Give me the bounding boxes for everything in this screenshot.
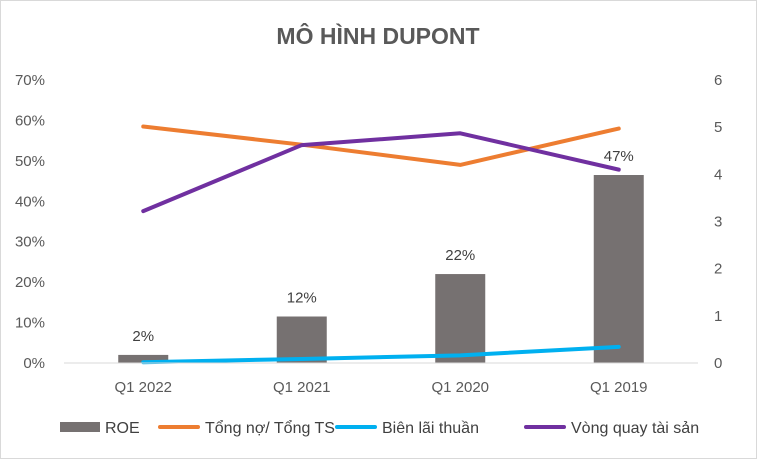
right-axis: 0 1 2 3 4 5 6 (714, 72, 722, 372)
left-tick-label: 50% (15, 153, 45, 170)
roe-bar (593, 175, 644, 363)
roe-data-label: 12% (287, 290, 317, 307)
legend-label: Tổng nợ/ Tổng TS (205, 419, 335, 437)
x-axis: Q1 2022 Q1 2021 Q1 2020 Q1 2019 (114, 379, 647, 396)
left-tick-label: 70% (15, 72, 45, 89)
left-tick-label: 60% (15, 112, 45, 129)
roe-data-label: 2% (132, 328, 154, 345)
roe-data-label: 22% (445, 247, 475, 264)
legend-label: Biên lãi thuần (382, 420, 479, 437)
series-line (141, 344, 621, 365)
category-label: Q1 2020 (431, 379, 489, 396)
left-tick-label: 30% (15, 234, 45, 251)
chart-title: MÔ HÌNH DUPONT (276, 22, 479, 49)
right-tick-label: 5 (714, 119, 722, 136)
roe-bar (276, 316, 327, 363)
right-tick-label: 0 (714, 355, 722, 372)
legend-swatch (60, 422, 100, 432)
series-line (141, 131, 621, 214)
left-tick-label: 10% (15, 315, 45, 332)
right-tick-label: 6 (714, 72, 722, 89)
legend: ROE Tổng nợ/ Tổng TS Biên lãi thuần Vòng qu… (60, 419, 699, 437)
right-tick-label: 1 (714, 308, 722, 325)
category-label: Q1 2021 (273, 379, 331, 396)
left-tick-label: 0% (23, 355, 45, 372)
series-line (141, 124, 621, 167)
right-tick-label: 2 (714, 261, 722, 278)
left-tick-label: 40% (15, 193, 45, 210)
roe-bars (118, 175, 644, 363)
line-series (141, 124, 621, 365)
legend-label: ROE (105, 420, 140, 437)
roe-data-label: 47% (604, 148, 634, 165)
category-label: Q1 2019 (590, 379, 648, 396)
left-axis: 0% 10% 20% 30% 40% 50% 60% 70% (15, 72, 45, 372)
roe-bar (118, 354, 169, 363)
category-label: Q1 2022 (114, 379, 172, 396)
roe-data-labels: 2% 12% 22% 47% (132, 148, 633, 345)
legend-label: Vòng quay tài sản (571, 420, 699, 437)
left-tick-label: 20% (15, 274, 45, 291)
right-tick-label: 4 (714, 166, 722, 183)
right-tick-label: 3 (714, 214, 722, 231)
roe-bar (435, 274, 486, 363)
